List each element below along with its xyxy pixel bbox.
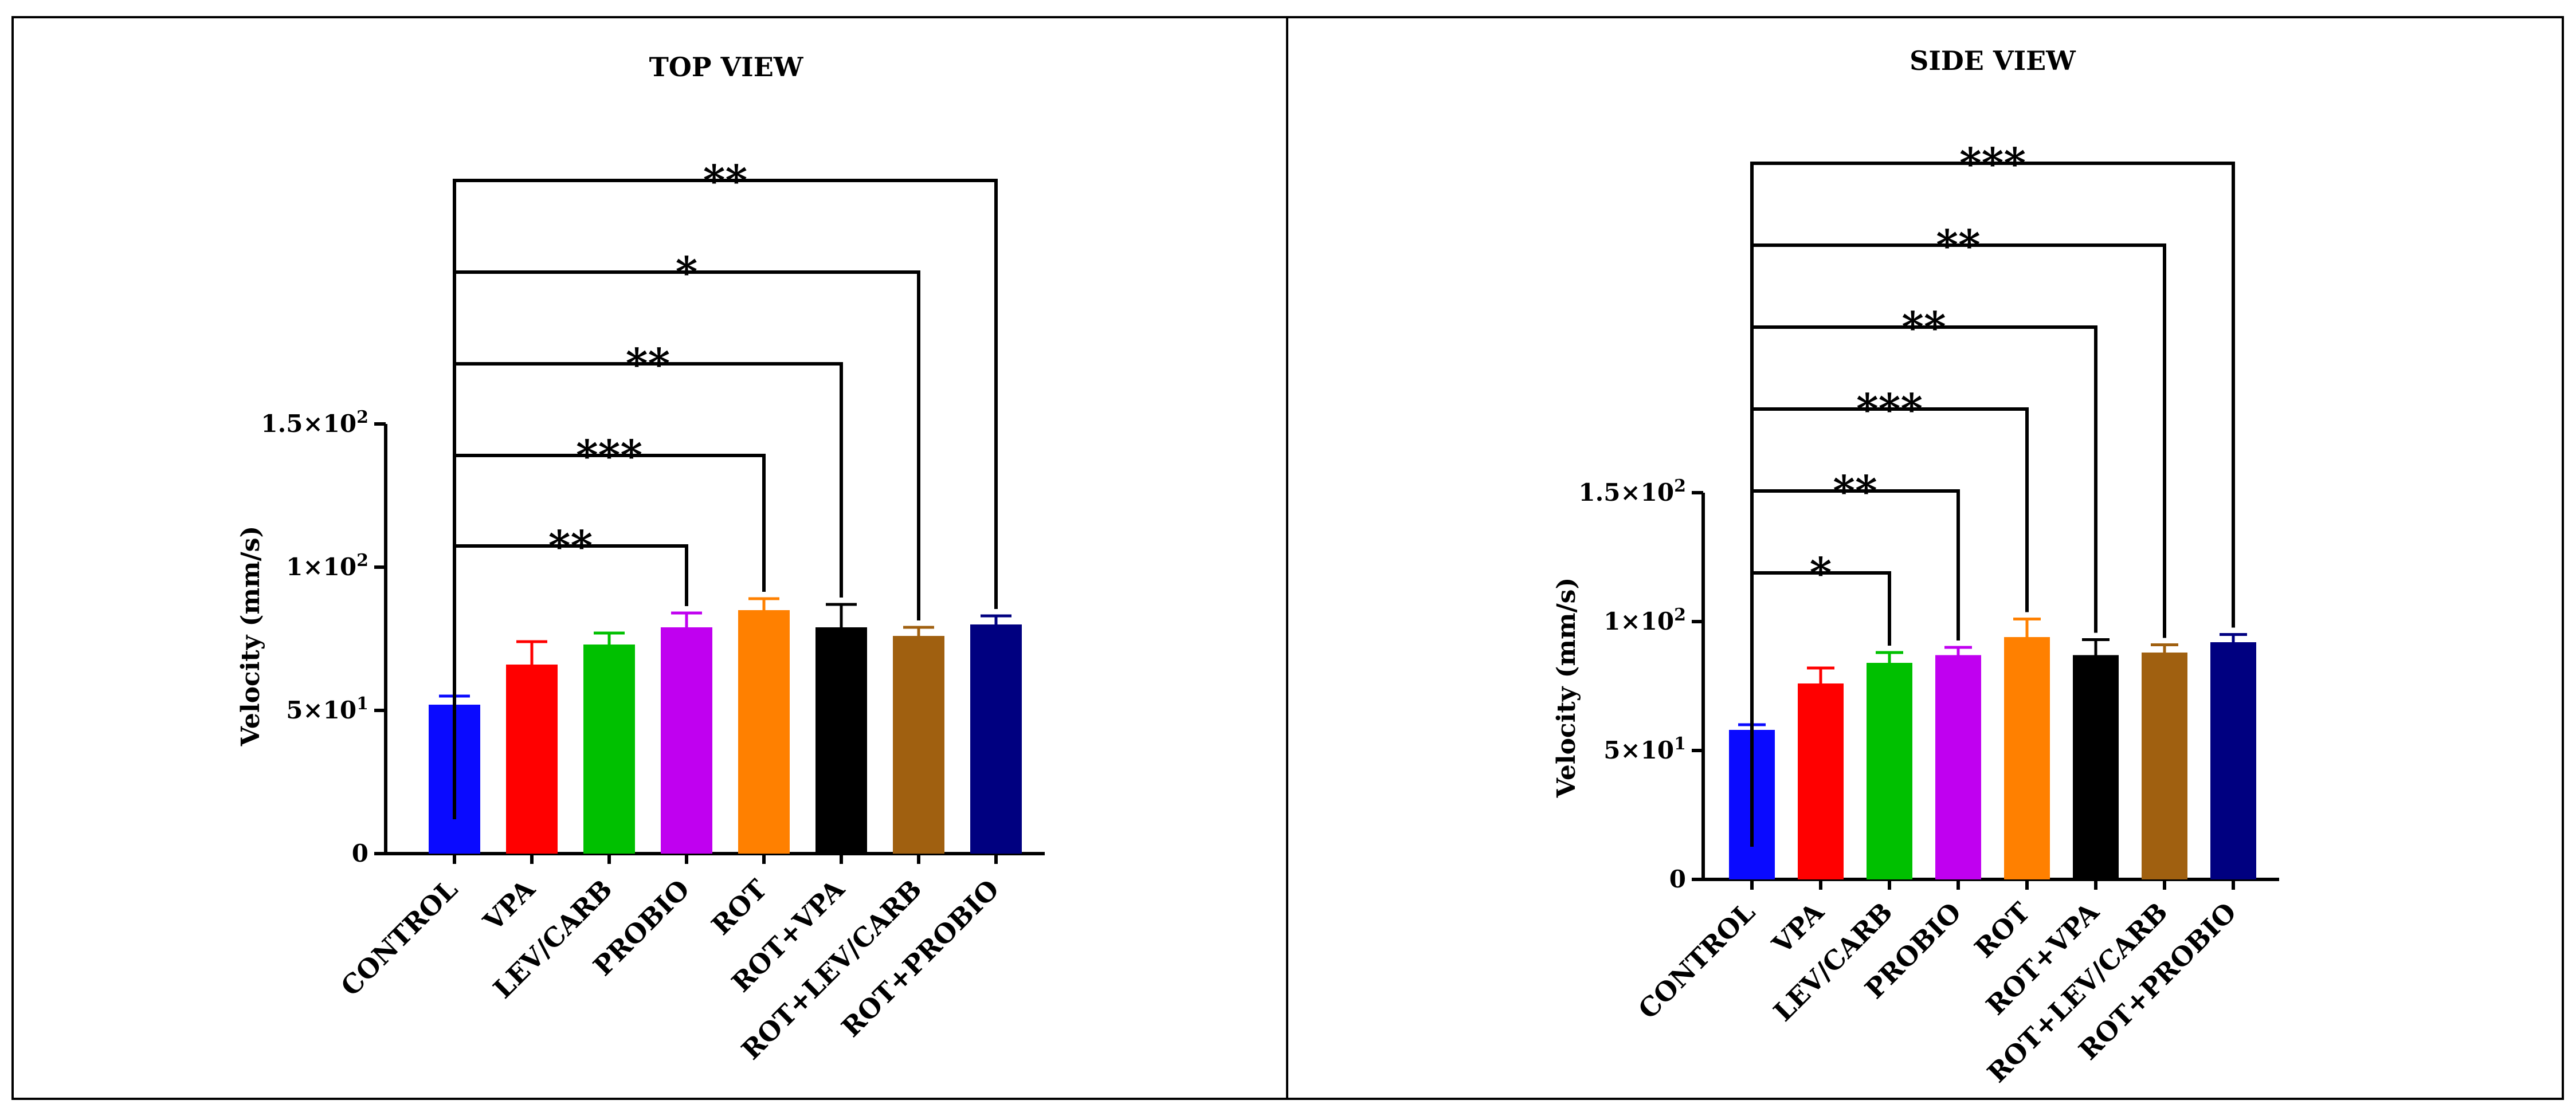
- bar-probio: [661, 627, 712, 854]
- bar-rot-probio: [2210, 642, 2256, 879]
- category-label: CONTROL: [1632, 897, 1761, 1025]
- significance-bracket: [453, 179, 998, 819]
- significance-bracket: [1750, 162, 2235, 847]
- significance-stars: **: [626, 340, 670, 389]
- y-tick-label: 1×102: [286, 551, 368, 581]
- y-axis-label: Velocity (mm/s): [236, 526, 265, 746]
- y-tick-label: 1×102: [1603, 605, 1686, 635]
- significance-stars: ***: [1856, 385, 1923, 434]
- chart-title: TOP VIEW: [649, 52, 804, 82]
- significance-bracket: [453, 544, 688, 819]
- bar-vpa: [1798, 683, 1844, 879]
- significance-stars: **: [548, 522, 593, 571]
- category-label: ROT: [705, 874, 773, 941]
- category-label: VPA: [477, 873, 541, 937]
- y-tick-label: 5×101: [1603, 734, 1686, 764]
- bar-rot-lev-carb: [893, 636, 944, 854]
- bar-rot: [738, 610, 790, 854]
- significance-stars: *: [676, 248, 698, 297]
- significance-stars: **: [1936, 221, 1980, 270]
- chart-title: SIDE VIEW: [1910, 45, 2076, 76]
- significance-bracket: [1750, 489, 1960, 847]
- bar-rot-lev-carb: [2142, 653, 2187, 879]
- bar-rot-vpa: [815, 627, 867, 854]
- bar-vpa: [506, 665, 558, 854]
- bar-rot: [2004, 637, 2050, 879]
- significance-stars: ***: [1959, 139, 2026, 188]
- top-view-panel: TOP VIEW Velocity (mm/s) 0 5×101 1×102 1.5×…: [236, 52, 1045, 1066]
- side-view-panel: SIDE VIEW Velocity (mm/s) 0 5×101 1×102 1.5…: [1552, 45, 2279, 1089]
- category-label: CONTROL: [335, 874, 464, 1003]
- significance-stars: **: [1901, 303, 1946, 352]
- bar-lev-carb: [1867, 663, 1912, 879]
- significance-stars: ***: [576, 431, 642, 481]
- category-label: LEV/CARB: [1767, 897, 1899, 1028]
- bar-rot-vpa: [2073, 655, 2119, 879]
- significance-stars: **: [703, 156, 747, 206]
- significance-stars: *: [1810, 549, 1832, 598]
- y-tick-label: 0: [352, 839, 368, 867]
- y-tick-label: 1.5×102: [1578, 476, 1686, 506]
- y-tick-label: 0: [1669, 865, 1686, 893]
- y-axis-label: Velocity (mm/s): [1552, 577, 1581, 798]
- y-tick-label: 1.5×102: [261, 407, 368, 438]
- category-label: VPA: [1766, 896, 1830, 960]
- bar-rot-probio: [970, 624, 1022, 854]
- y-tick-label: 5×101: [286, 694, 368, 724]
- bar-lev-carb: [583, 645, 635, 854]
- bar-probio: [1935, 655, 1981, 879]
- significance-stars: **: [1833, 467, 1877, 516]
